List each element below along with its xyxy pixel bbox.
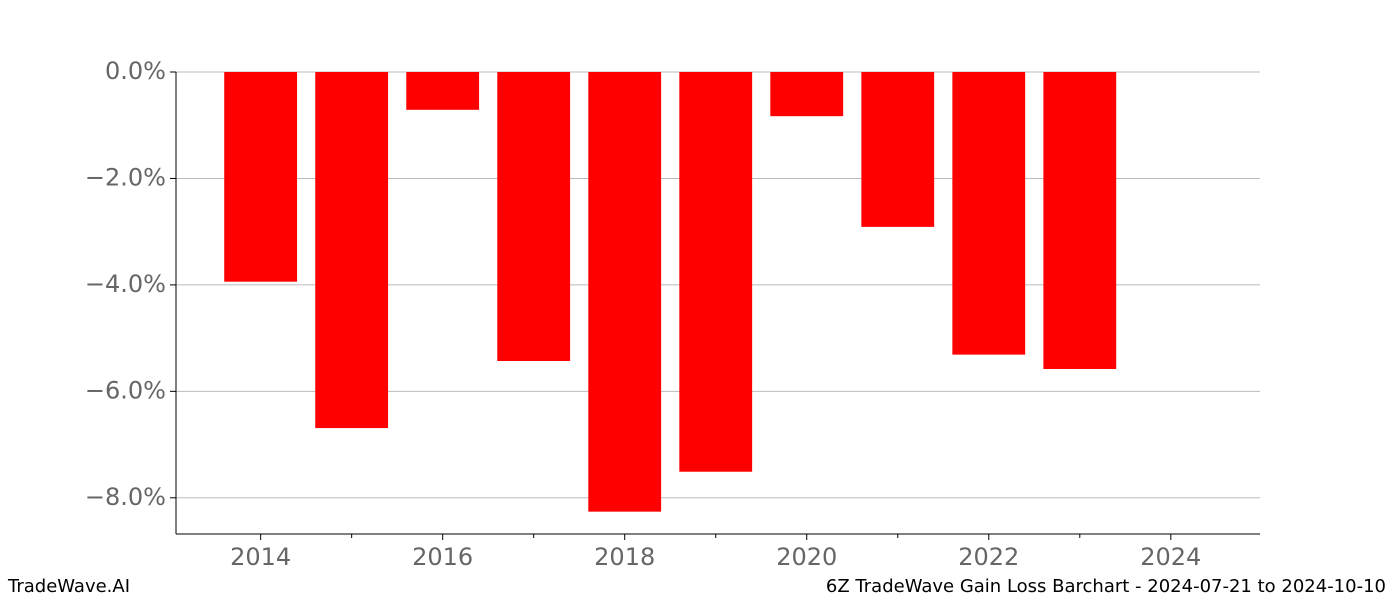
chart-title: 6Z TradeWave Gain Loss Barchart - 2024-0… [826,576,1386,597]
watermark: TradeWave.AI [7,576,130,597]
bar [770,72,844,117]
y-tick-label: −4.0% [85,270,166,298]
bar [315,72,389,429]
y-tick-label: −2.0% [85,163,166,191]
bar [1043,72,1117,369]
bar [861,72,935,227]
y-tick-label: −8.0% [85,483,166,511]
x-tick-label: 2024 [1140,543,1201,571]
y-tick-label: −6.0% [85,376,166,404]
bar [679,72,753,472]
x-tick-label: 2014 [230,543,291,571]
x-tick-label: 2016 [412,543,473,571]
bar [588,72,662,512]
x-tick-label: 2022 [958,543,1019,571]
bar [406,72,480,110]
x-tick-label: 2018 [594,543,655,571]
bar [224,72,298,282]
x-tick-label: 2020 [776,543,837,571]
bar [497,72,571,362]
bar [952,72,1026,355]
y-tick-label: 0.0% [105,57,166,85]
